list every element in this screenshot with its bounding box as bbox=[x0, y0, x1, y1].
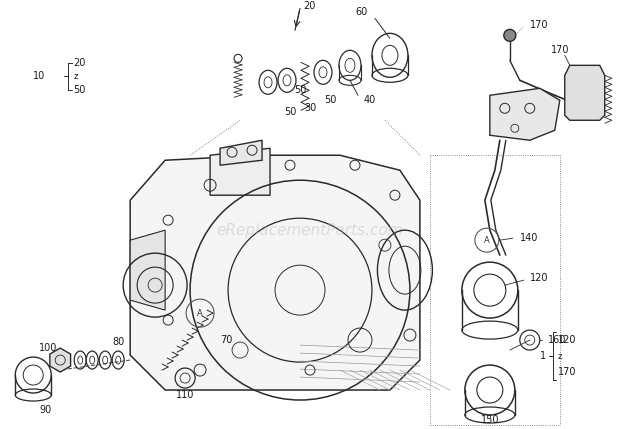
Polygon shape bbox=[220, 140, 262, 165]
Text: 50: 50 bbox=[324, 95, 336, 105]
Text: z: z bbox=[73, 72, 78, 81]
Text: 40: 40 bbox=[364, 95, 376, 105]
Text: 80: 80 bbox=[112, 337, 124, 347]
Text: 160: 160 bbox=[548, 335, 566, 345]
Circle shape bbox=[504, 29, 516, 41]
Polygon shape bbox=[50, 348, 71, 372]
Text: 50: 50 bbox=[294, 85, 306, 95]
Text: eReplacementParts.com: eReplacementParts.com bbox=[216, 223, 404, 238]
Text: 50: 50 bbox=[73, 85, 86, 95]
Text: 10: 10 bbox=[33, 71, 45, 82]
Text: 150: 150 bbox=[480, 415, 499, 425]
Text: 110: 110 bbox=[176, 390, 194, 400]
Text: 100: 100 bbox=[39, 343, 58, 353]
Text: 30: 30 bbox=[304, 103, 316, 113]
Text: A: A bbox=[484, 236, 490, 245]
Text: 120: 120 bbox=[530, 273, 548, 283]
Text: 20: 20 bbox=[73, 58, 86, 68]
Polygon shape bbox=[210, 148, 270, 195]
Text: 170: 170 bbox=[558, 367, 576, 377]
Text: 120: 120 bbox=[558, 335, 576, 345]
Polygon shape bbox=[130, 230, 165, 310]
Text: 50: 50 bbox=[284, 107, 296, 117]
Text: 170: 170 bbox=[551, 45, 569, 55]
Text: 60: 60 bbox=[356, 7, 368, 17]
Polygon shape bbox=[130, 155, 420, 390]
Text: A: A bbox=[197, 308, 203, 317]
Polygon shape bbox=[490, 88, 560, 140]
Polygon shape bbox=[565, 65, 604, 120]
Text: 70: 70 bbox=[220, 335, 232, 345]
Text: z: z bbox=[558, 351, 562, 360]
Text: 20: 20 bbox=[303, 1, 316, 12]
Text: 90: 90 bbox=[39, 405, 51, 415]
Text: 140: 140 bbox=[520, 233, 538, 243]
Text: 170: 170 bbox=[530, 20, 548, 30]
Text: 1: 1 bbox=[539, 351, 546, 361]
